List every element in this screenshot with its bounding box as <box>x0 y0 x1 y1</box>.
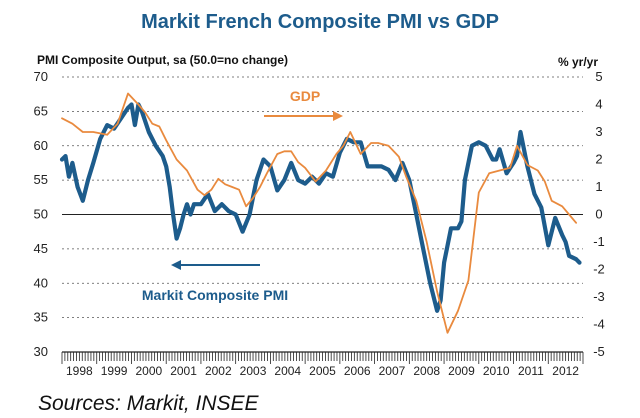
y-tick-label-70: 70 <box>34 69 48 84</box>
annotations: GDP Markit Composite PMI <box>142 88 343 303</box>
y2-tick-label--3: -3 <box>593 289 605 304</box>
y-tick-label-55: 55 <box>34 172 48 187</box>
pmi-gdp-chart: Markit French Composite PMI vs GDP PMI C… <box>34 11 605 378</box>
gdp-line <box>61 92 577 334</box>
y2-tick-label-0: 0 <box>595 207 602 222</box>
pmi-line <box>59 102 582 313</box>
x-tick-label-2002: 2002 <box>205 364 232 378</box>
x-tick-label-2008: 2008 <box>413 364 440 378</box>
y-tick-label-35: 35 <box>34 310 48 325</box>
x-tick-label-2003: 2003 <box>240 364 267 378</box>
y2-tick-label-1: 1 <box>595 179 602 194</box>
x-tick-label-2010: 2010 <box>483 364 510 378</box>
x-tick-label-2005: 2005 <box>309 364 336 378</box>
x-tick-label-2004: 2004 <box>274 364 301 378</box>
x-tick-label-2011: 2011 <box>518 364 544 378</box>
series-group <box>59 92 582 334</box>
y-tick-label-50: 50 <box>34 207 48 222</box>
y2-tick-label--2: -2 <box>593 262 605 277</box>
y-tick-label-40: 40 <box>34 275 48 290</box>
x-tick-label-2006: 2006 <box>344 364 371 378</box>
left-axis-label: PMI Composite Output, sa (50.0=no change… <box>37 53 288 67</box>
y-tick-label-45: 45 <box>34 241 48 256</box>
y2-tick-label-5: 5 <box>595 69 602 84</box>
gdp-annotation-label: GDP <box>290 88 320 104</box>
y-tick-label-60: 60 <box>34 138 48 153</box>
right-axis-label: % yr/yr <box>558 55 598 69</box>
y2-tick-label--4: -4 <box>593 317 605 332</box>
y2-tick-label--1: -1 <box>593 234 605 249</box>
y-tick-label-30: 30 <box>34 344 48 359</box>
y2-tick-label-4: 4 <box>595 97 602 112</box>
y2-tick-label-2: 2 <box>595 152 602 167</box>
pmi-annotation-label: Markit Composite PMI <box>142 287 288 303</box>
grid <box>62 76 583 319</box>
x-tick-label-2007: 2007 <box>379 364 406 378</box>
source-note: Sources: Markit, INSEE <box>38 392 259 415</box>
y-tick-label-65: 65 <box>34 103 48 118</box>
gdp-arrow-head <box>333 111 343 121</box>
x-tick-label-2000: 2000 <box>135 364 162 378</box>
x-tick-label-1998: 1998 <box>66 364 93 378</box>
y2-tick-label-3: 3 <box>595 124 602 139</box>
x-tick-label-1999: 1999 <box>101 364 128 378</box>
y2-tick-label--5: -5 <box>593 344 605 359</box>
chart-title: Markit French Composite PMI vs GDP <box>141 11 499 33</box>
pmi-arrow-head <box>171 260 181 270</box>
x-tick-label-2012: 2012 <box>552 364 579 378</box>
x-tick-label-2009: 2009 <box>448 364 475 378</box>
x-tick-label-2001: 2001 <box>170 364 197 378</box>
